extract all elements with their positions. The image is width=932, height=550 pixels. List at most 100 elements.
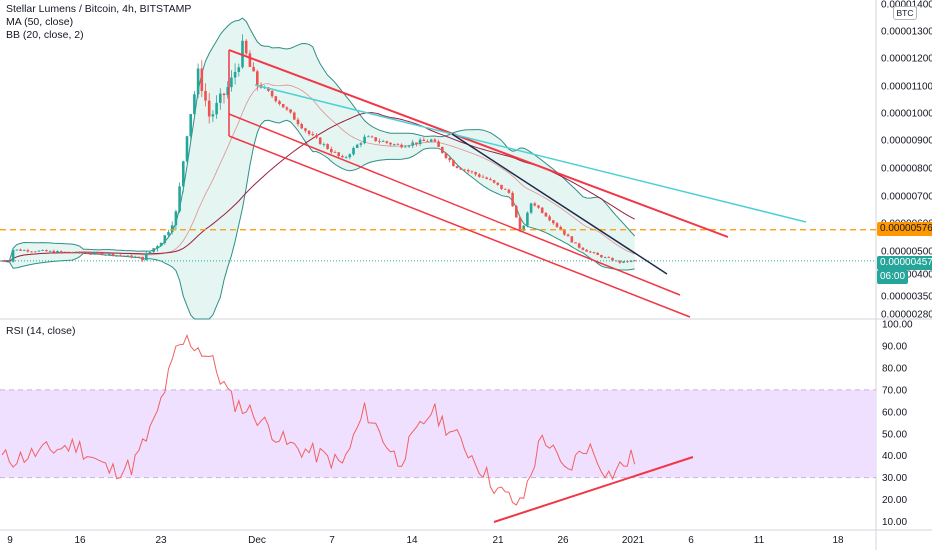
candle-body <box>156 246 159 249</box>
time-tick-label: 18 <box>832 535 844 546</box>
candle-body <box>341 155 344 158</box>
candle-body <box>145 253 148 261</box>
price-tick-label: 0.00000350 <box>881 292 932 303</box>
price-tick-label: 0.00000280 <box>881 310 932 321</box>
candle-body <box>626 261 629 263</box>
channel-bottom-line[interactable] <box>228 135 691 318</box>
candle-body <box>592 252 596 253</box>
rsi-band <box>0 389 876 478</box>
bb-upper <box>1 17 636 262</box>
candle-body <box>555 223 559 227</box>
candle-body <box>318 137 322 145</box>
candle-body <box>385 141 389 143</box>
time-tick-label: 23 <box>155 535 167 546</box>
candle-body <box>589 251 592 253</box>
time-tick-label: 9 <box>7 535 13 546</box>
candle-body <box>111 253 115 256</box>
rsi-tick-label: 30.00 <box>882 473 907 484</box>
candle-body <box>611 257 614 261</box>
rsi-tick-label: 10.00 <box>882 517 907 528</box>
candle-body <box>204 90 207 101</box>
rsi-support-line[interactable] <box>493 456 694 523</box>
rsi-tick-label: 40.00 <box>882 451 907 462</box>
candle-body <box>152 248 155 252</box>
candle-body <box>344 157 348 158</box>
time-tick-label: 16 <box>74 535 86 546</box>
candle-body <box>411 142 414 146</box>
dark-trend-line[interactable] <box>451 133 668 275</box>
candle-body <box>489 178 492 181</box>
price-tick-label: 0.00000800 <box>881 164 932 175</box>
candle-body <box>148 251 152 254</box>
candle-body <box>93 252 96 254</box>
candle-body <box>215 102 218 115</box>
candle-body <box>503 188 507 190</box>
candle-body <box>422 139 426 142</box>
candle-body <box>540 207 544 213</box>
candle-body <box>237 67 241 72</box>
candle-body <box>96 252 100 254</box>
candle-body <box>352 147 355 155</box>
candle-body <box>122 255 126 257</box>
candle-body <box>37 250 41 252</box>
candle-body <box>426 141 429 142</box>
candle-body <box>478 174 481 177</box>
countdown-tag: 06:00 <box>877 270 909 284</box>
candle-body <box>137 256 141 258</box>
bb-basis <box>1 83 635 262</box>
candle-body <box>337 152 340 156</box>
time-tick-label: 6 <box>688 535 694 546</box>
candle-body <box>174 211 178 226</box>
candle-body <box>633 260 636 262</box>
candle-body <box>170 225 174 233</box>
candle-body <box>226 87 229 96</box>
channel-mid-line[interactable] <box>228 113 681 296</box>
resistance-price-tag: 0.00000576 <box>877 222 932 236</box>
channel-top-line[interactable] <box>228 49 729 238</box>
candle-body <box>485 177 488 179</box>
candle-body <box>219 93 222 103</box>
candle-body <box>429 139 433 142</box>
candle-body <box>355 144 359 148</box>
candle-body <box>392 144 396 146</box>
currency-badge[interactable]: BTC <box>893 6 917 20</box>
candle-body <box>522 225 525 231</box>
legend-bb: BB (20, close, 2) <box>6 29 84 41</box>
candle-body <box>330 148 333 153</box>
price-tick-label: 0.00001000 <box>881 109 932 120</box>
cyan-trend-line[interactable] <box>254 84 807 223</box>
candle-body <box>433 139 437 142</box>
time-tick-label: 21 <box>492 535 504 546</box>
candle-body <box>45 250 48 252</box>
candle-body <box>141 256 144 261</box>
candle-body <box>52 250 56 253</box>
candle-body <box>418 139 422 145</box>
candle-body <box>200 68 204 91</box>
candle-body <box>359 143 363 145</box>
candle-body <box>267 87 270 91</box>
legend: Stellar Lumens / Bitcoin, 4h, BITSTAMP M… <box>6 3 191 42</box>
candle-body <box>474 172 477 175</box>
candle-body <box>437 141 440 147</box>
candle-body <box>370 136 374 138</box>
candle-body <box>415 142 418 145</box>
candle-body <box>15 249 19 251</box>
candle-body <box>304 128 307 131</box>
rsi-line <box>1 333 636 506</box>
candle-body <box>507 189 511 193</box>
time-tick-label: 2021 <box>622 535 645 546</box>
candle-body <box>559 226 562 231</box>
candle-body <box>78 251 81 253</box>
candle-body <box>26 250 30 252</box>
candle-body <box>300 124 303 129</box>
candle-body <box>41 250 44 251</box>
candle-body <box>89 253 93 255</box>
price-tick-label: 0.00001400 <box>881 0 932 11</box>
candle-body <box>159 242 163 247</box>
candle-body <box>389 142 392 145</box>
candle-body <box>196 68 200 95</box>
candle-body <box>230 77 233 88</box>
candle-body <box>296 119 300 125</box>
candle-body <box>496 182 500 185</box>
